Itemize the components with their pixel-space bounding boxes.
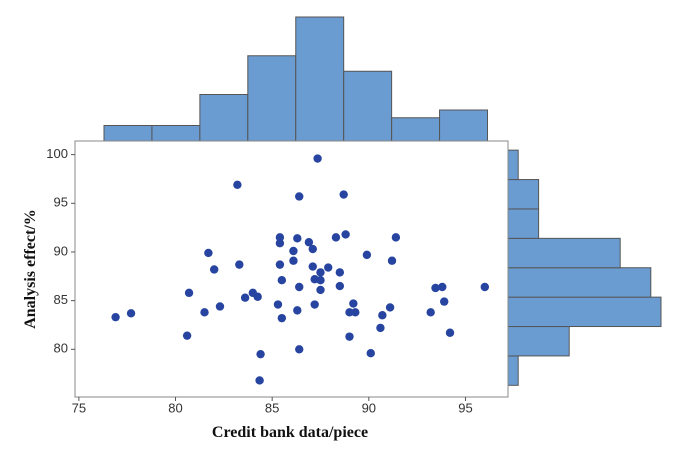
point [209, 265, 219, 274]
point [335, 268, 345, 277]
point [277, 275, 287, 285]
point [316, 268, 325, 277]
point [295, 192, 304, 201]
point [295, 282, 304, 292]
point [378, 311, 387, 320]
point [362, 250, 372, 260]
histogram-bar [151, 125, 201, 142]
point [275, 233, 285, 242]
point [331, 233, 341, 242]
x-axis-label: Credit bank data/piece [212, 424, 368, 441]
y-tick-label: 80 [54, 341, 68, 356]
plot-area [74, 140, 509, 398]
point [351, 308, 360, 317]
point [182, 331, 192, 340]
x-tick-label: 85 [265, 400, 279, 415]
point [316, 285, 325, 295]
point [289, 246, 298, 256]
point [293, 306, 302, 315]
x-tick-label: 80 [168, 400, 182, 415]
point [273, 300, 283, 309]
histogram-bar [391, 117, 441, 142]
point [376, 323, 385, 333]
point [275, 239, 285, 248]
point [316, 275, 325, 285]
histogram-bar [295, 16, 345, 142]
histogram-bar [343, 70, 393, 142]
point [341, 230, 350, 239]
point [235, 260, 244, 269]
histogram-bar [507, 326, 570, 357]
point [233, 180, 242, 190]
point [445, 328, 455, 337]
histogram-bar [439, 109, 489, 142]
point [253, 292, 262, 301]
y-tick-label: 95 [54, 195, 68, 210]
point [204, 248, 213, 258]
point [431, 283, 440, 293]
point [387, 256, 397, 265]
point [295, 345, 304, 354]
y-tick-label: 85 [54, 292, 68, 307]
point [366, 348, 375, 358]
point [111, 312, 120, 322]
point [391, 233, 401, 242]
point [289, 256, 298, 265]
histogram-bar [507, 267, 652, 298]
point [345, 308, 354, 317]
point [345, 332, 354, 341]
point [184, 288, 194, 298]
point [440, 297, 449, 306]
point [324, 263, 333, 272]
histogram-bar [507, 296, 662, 328]
y-tick-label: 100 [46, 146, 68, 161]
point [313, 154, 322, 163]
point [385, 303, 395, 312]
point [349, 299, 358, 308]
y-tick-label: 90 [54, 243, 68, 258]
point [438, 282, 447, 292]
point [277, 313, 287, 323]
point [255, 376, 264, 385]
y-axis-label: Analysis effect/% [22, 209, 39, 329]
point [308, 262, 317, 271]
point [240, 293, 250, 302]
histogram-bar [507, 208, 540, 239]
x-tick-label: 90 [362, 400, 376, 415]
point [200, 308, 209, 317]
histogram-bar [507, 149, 519, 181]
x-tick-label: 75 [72, 400, 86, 415]
histogram-bar [199, 94, 249, 142]
point [126, 309, 136, 318]
point [275, 260, 285, 269]
histogram-bar [507, 179, 540, 210]
histogram-bar [507, 355, 519, 386]
x-tick-label: 95 [458, 400, 472, 415]
histogram-bar [103, 125, 153, 142]
point [308, 244, 317, 254]
point [304, 238, 314, 247]
histogram-bar [507, 237, 621, 269]
point [335, 281, 345, 291]
point [480, 282, 490, 292]
point [426, 308, 435, 317]
point [215, 302, 225, 311]
point [310, 300, 319, 309]
point [256, 349, 265, 359]
point [293, 234, 302, 243]
point [339, 190, 348, 199]
histogram-bar [247, 55, 297, 142]
